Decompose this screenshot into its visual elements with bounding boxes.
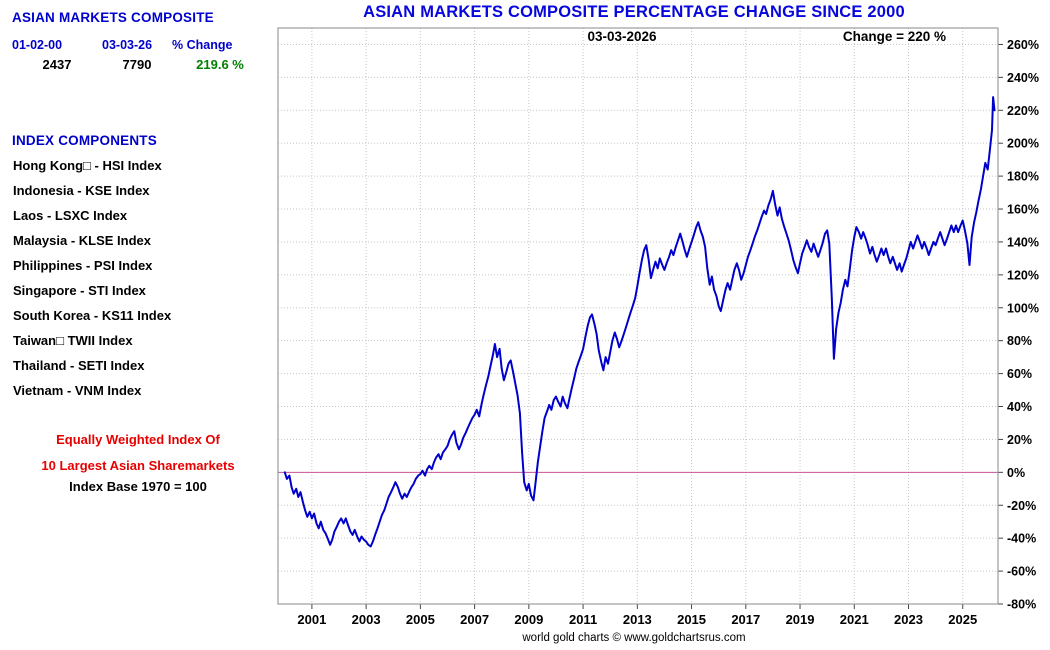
- index-component: Hong Kong□ - HSI Index: [13, 158, 162, 173]
- composite-title: ASIAN MARKETS COMPOSITE: [12, 10, 214, 25]
- svg-text:100%: 100%: [1007, 301, 1039, 315]
- svg-text:-20%: -20%: [1007, 499, 1036, 513]
- index-component: Taiwan□ TWII Index: [13, 333, 133, 348]
- index-component: Malaysia - KLSE Index: [13, 233, 151, 248]
- weighting-note-line2: 10 Largest Asian Sharemarkets: [41, 458, 235, 473]
- chart-region: ASIAN MARKETS COMPOSITE PERCENTAGE CHANG…: [270, 0, 1050, 650]
- svg-text:-60%: -60%: [1007, 565, 1036, 579]
- svg-text:80%: 80%: [1007, 334, 1032, 348]
- svg-text:2013: 2013: [623, 612, 652, 627]
- percent-change-value: 219.6 %: [196, 57, 244, 72]
- chart-title: ASIAN MARKETS COMPOSITE PERCENTAGE CHANG…: [363, 3, 905, 21]
- svg-text:-80%: -80%: [1007, 598, 1036, 612]
- chart-date-label: 03-03-2026: [587, 29, 657, 44]
- index-component: Indonesia - KSE Index: [13, 183, 150, 198]
- plot-layer: -80% -60% -40% -20% 0% 20% 40% 60% 80% 100% 120% 14…: [277, 27, 1039, 627]
- svg-text:140%: 140%: [1007, 235, 1039, 249]
- index-component: South Korea - KS11 Index: [13, 308, 172, 323]
- svg-text:240%: 240%: [1007, 71, 1039, 85]
- start-value: 2437: [42, 57, 72, 72]
- end-value: 7790: [122, 57, 152, 72]
- svg-text:260%: 260%: [1007, 38, 1039, 52]
- svg-text:120%: 120%: [1007, 268, 1039, 282]
- index-component: Thailand - SETI Index: [13, 358, 145, 373]
- svg-text:0%: 0%: [1007, 466, 1025, 480]
- svg-text:2009: 2009: [514, 612, 543, 627]
- index-components-title: INDEX COMPONENTS: [12, 133, 157, 148]
- svg-text:160%: 160%: [1007, 203, 1039, 217]
- svg-text:180%: 180%: [1007, 170, 1039, 184]
- svg-text:2001: 2001: [297, 612, 326, 627]
- svg-text:40%: 40%: [1007, 400, 1032, 414]
- svg-text:60%: 60%: [1007, 367, 1032, 381]
- index-component: Laos - LSXC Index: [13, 208, 128, 223]
- chart-footer: world gold charts © www.goldchartsrus.co…: [522, 632, 746, 644]
- svg-text:20%: 20%: [1007, 433, 1032, 447]
- svg-text:2015: 2015: [677, 612, 706, 627]
- summary-header-row: 01-02-00 03-03-26 % Change: [12, 38, 268, 52]
- weighting-note-line1: Equally Weighted Index Of: [56, 432, 220, 447]
- chart-change-label: Change = 220 %: [843, 29, 946, 44]
- index-component: Philippines - PSI Index: [13, 258, 153, 273]
- sidebar: ASIAN MARKETS COMPOSITE 01-02-00 03-03-2…: [0, 0, 270, 650]
- svg-text:220%: 220%: [1007, 104, 1039, 118]
- svg-text:2007: 2007: [460, 612, 489, 627]
- summary-values-row: 2437 7790 219.6 %: [12, 57, 268, 72]
- svg-text:200%: 200%: [1007, 137, 1039, 151]
- index-components-list: Hong Kong□ - HSI Index Indonesia - KSE I…: [13, 153, 171, 403]
- svg-text:2011: 2011: [569, 612, 597, 627]
- chart-canvas: -80% -60% -40% -20% 0% 20% 40% 60% 80% 100% 120% 14…: [277, 27, 1039, 627]
- index-base-note: Index Base 1970 = 100: [69, 479, 207, 494]
- svg-text:2021: 2021: [840, 612, 869, 627]
- end-date-label: 03-03-26: [102, 38, 153, 52]
- index-component: Vietnam - VNM Index: [13, 383, 142, 398]
- svg-text:2003: 2003: [352, 612, 381, 627]
- index-component: Singapore - STI Index: [13, 283, 146, 298]
- svg-text:-40%: -40%: [1007, 532, 1036, 546]
- svg-text:2005: 2005: [406, 612, 435, 627]
- svg-text:2019: 2019: [786, 612, 815, 627]
- svg-text:2017: 2017: [731, 612, 760, 627]
- svg-text:2023: 2023: [894, 612, 923, 627]
- weighting-note: Equally Weighted Index Of 10 Largest Asi…: [0, 427, 276, 479]
- percent-change-header: % Change: [172, 38, 233, 52]
- start-date-label: 01-02-00: [12, 38, 63, 52]
- svg-text:2025: 2025: [948, 612, 977, 627]
